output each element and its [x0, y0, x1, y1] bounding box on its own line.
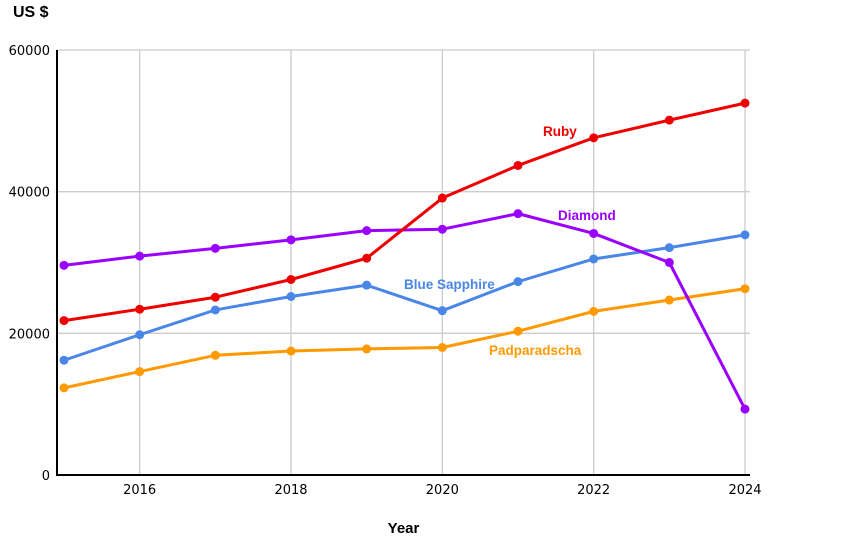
y-tick-label-20000: 20000 [9, 327, 50, 342]
data-point-padparadscha-2018 [286, 346, 296, 356]
chart-title: US $ [13, 4, 49, 21]
data-point-ruby-2019 [362, 253, 372, 263]
data-point-blue-sapphire-2023 [664, 243, 674, 253]
data-point-padparadscha-2017 [210, 350, 220, 360]
data-point-diamond-2018 [286, 235, 296, 245]
data-point-ruby-2024 [740, 98, 750, 108]
data-point-padparadscha-2015 [59, 383, 69, 393]
data-point-diamond-2022 [589, 228, 599, 238]
data-point-ruby-2015 [59, 316, 69, 326]
data-point-padparadscha-2021 [513, 326, 523, 336]
data-point-padparadscha-2024 [740, 284, 750, 294]
series-line-diamond [62, 212, 747, 411]
data-point-ruby-2017 [210, 292, 220, 302]
data-point-diamond-2016 [135, 251, 145, 261]
data-point-blue-sapphire-2018 [286, 292, 296, 301]
x-tick-label-2022: 2022 [577, 483, 610, 498]
data-point-blue-sapphire-2022 [589, 254, 599, 264]
series-label-diamond: Diamond [558, 208, 616, 223]
series-line-padparadscha [62, 287, 747, 390]
data-point-blue-sapphire-2024 [740, 230, 750, 240]
data-point-padparadscha-2016 [135, 367, 145, 377]
x-tick-label-2024: 2024 [728, 483, 761, 498]
data-point-blue-sapphire-2020 [437, 306, 447, 316]
data-point-ruby-2018 [286, 275, 296, 284]
series-label-blue-sapphire: Blue Sapphire [404, 277, 495, 292]
data-point-diamond-2019 [362, 226, 372, 236]
data-point-ruby-2016 [135, 304, 145, 314]
data-point-diamond-2023 [664, 258, 674, 267]
x-axis-title: Year [387, 520, 420, 537]
data-point-blue-sapphire-2019 [362, 280, 372, 290]
data-point-ruby-2022 [589, 133, 599, 143]
data-point-blue-sapphire-2016 [135, 330, 145, 340]
data-point-ruby-2021 [513, 160, 523, 170]
series-label-padparadscha: Padparadscha [489, 343, 582, 358]
data-point-ruby-2020 [437, 193, 447, 203]
data-point-padparadscha-2022 [589, 306, 599, 316]
data-point-diamond-2021 [513, 209, 523, 219]
data-point-diamond-2020 [437, 224, 447, 234]
data-point-blue-sapphire-2021 [513, 277, 523, 287]
data-point-padparadscha-2020 [437, 343, 447, 352]
y-tick-label-0: 0 [42, 469, 50, 484]
series-label-ruby: Ruby [543, 124, 577, 139]
y-tick-label-40000: 40000 [9, 186, 50, 201]
data-point-diamond-2024 [740, 404, 750, 414]
series-line-ruby [62, 101, 747, 323]
series-line-blue-sapphire [62, 233, 747, 362]
data-point-blue-sapphire-2017 [210, 305, 220, 315]
x-tick-label-2016: 2016 [123, 483, 156, 498]
y-tick-label-60000: 60000 [9, 44, 50, 59]
x-tick-label-2020: 2020 [426, 483, 459, 498]
data-point-padparadscha-2019 [362, 344, 372, 354]
data-point-diamond-2017 [210, 243, 220, 253]
data-point-blue-sapphire-2015 [59, 355, 69, 365]
data-point-padparadscha-2023 [664, 295, 674, 305]
data-point-diamond-2015 [59, 260, 69, 270]
data-point-ruby-2023 [664, 115, 674, 125]
x-tick-label-2018: 2018 [274, 483, 307, 498]
